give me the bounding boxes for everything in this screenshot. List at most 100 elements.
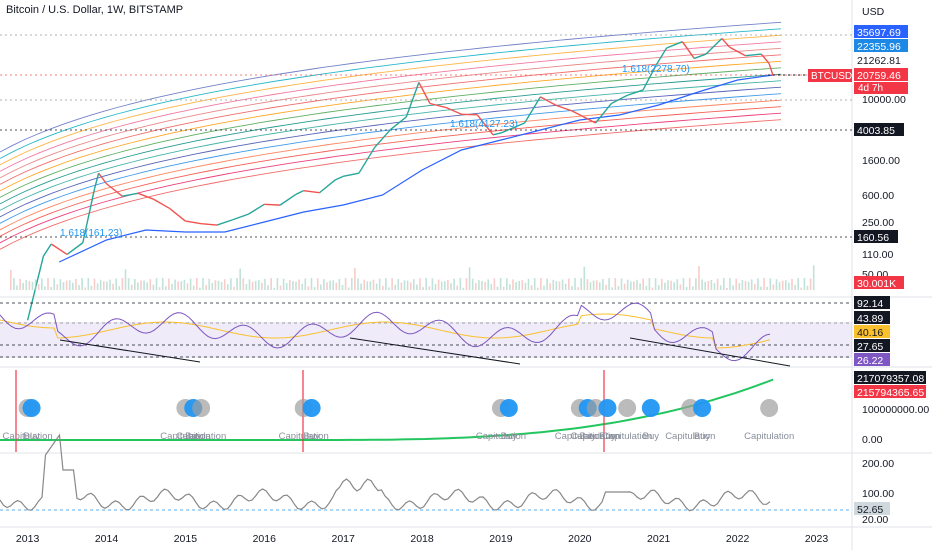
capitulation-label: Capitulation: [602, 431, 652, 442]
buy-marker: [641, 399, 660, 417]
symbol-badge-bg: [808, 69, 852, 82]
volume-bar: [661, 278, 663, 290]
volume-bar: [620, 278, 623, 290]
volume-bar: [710, 280, 713, 290]
price-candle: [66, 242, 84, 255]
rsi-level-badge-bg: [854, 339, 890, 352]
volume-bar: [391, 278, 393, 290]
volume-bar: [772, 284, 775, 290]
price-candle: [500, 122, 525, 134]
volume-bar: [471, 278, 474, 290]
volume-bar: [236, 278, 238, 290]
volume-bar: [809, 278, 812, 290]
volume-bar: [273, 287, 276, 290]
volume-bar: [316, 278, 319, 290]
volume-bar: [682, 278, 685, 290]
volume-bar: [137, 282, 139, 290]
price-candle: [153, 198, 170, 210]
volume-bar: [633, 281, 635, 290]
volume-bar: [549, 283, 551, 290]
currency-label: USD: [862, 6, 885, 18]
volume-bar: [512, 279, 514, 290]
volume-bar: [403, 280, 406, 290]
volume-bar: [19, 278, 21, 290]
volume-bar: [698, 266, 700, 290]
volume-bar: [602, 279, 604, 290]
hash-tick-label: 0.00: [862, 434, 883, 446]
rainbow-band-line: [0, 112, 782, 244]
rsi-trendline: [59, 339, 201, 363]
volume-bar: [375, 283, 378, 290]
volume-bar: [202, 278, 204, 290]
volume-bar: [484, 281, 486, 290]
price-level-badge-bg: [854, 230, 898, 243]
volume-bar: [456, 285, 458, 290]
price-level-badge: 4003.85: [857, 125, 895, 137]
volume-bar: [766, 286, 768, 290]
volume-bar: [791, 278, 793, 290]
volume-bar: [670, 280, 672, 290]
price-candle: [655, 47, 668, 66]
volume-bar: [344, 278, 347, 290]
volume-bar: [688, 278, 691, 290]
volume-bar: [109, 279, 111, 290]
volume-bar: [667, 280, 669, 290]
volume-bar: [158, 287, 161, 290]
price-candle: [343, 172, 360, 178]
price-level-badge: 21262.81: [857, 55, 901, 67]
volume-bar: [440, 281, 443, 290]
rsi-level-badge-bg: [854, 325, 890, 338]
volume-bar: [106, 281, 108, 290]
volume-bar: [149, 279, 152, 290]
buy-label: Buy: [643, 431, 660, 442]
volume-bar: [99, 279, 102, 290]
volume-bar: [127, 278, 130, 290]
volume-bar: [657, 285, 660, 290]
osc-tick-label: 100.00: [862, 488, 894, 500]
price-tick-label: 1600.00: [862, 155, 900, 167]
volume-bar: [416, 284, 418, 290]
volume-bar: [134, 279, 136, 290]
volume-bar: [561, 279, 564, 290]
volume-bar: [530, 285, 533, 290]
price-candle: [106, 183, 123, 197]
volume-bar: [626, 279, 629, 290]
volume-bar: [313, 287, 316, 290]
volume-bar: [140, 280, 142, 290]
volume-bar: [763, 278, 765, 290]
rsi-level-badge: 26.22: [857, 355, 883, 367]
price-candle: [492, 132, 502, 136]
moving-average-line: [58, 74, 774, 263]
volume-bar: [254, 280, 257, 290]
volume-bar: [754, 284, 756, 290]
x-tick-label: 2015: [174, 533, 198, 545]
volume-bar: [146, 282, 148, 290]
volume-bar: [685, 286, 688, 290]
price-level-badge: 22355.96: [857, 41, 901, 53]
rainbow-band-line: [0, 67, 782, 198]
volume-bar: [279, 285, 282, 290]
price-candle: [216, 219, 233, 226]
volume-bar: [41, 278, 43, 290]
volume-bar: [527, 278, 530, 290]
capitulation-label: Capitulation: [3, 431, 53, 442]
volume-bar: [16, 285, 18, 290]
volume-bar: [298, 279, 300, 290]
volume-bar: [118, 286, 121, 290]
rainbow-band-line: [0, 73, 782, 205]
rainbow-band-line: [0, 86, 782, 218]
volume-bar: [270, 278, 272, 290]
volume-bar: [388, 287, 390, 290]
volume-bar: [171, 283, 173, 290]
volume-bar: [614, 278, 617, 290]
rsi-level-badge: 40.16: [857, 327, 883, 339]
volume-bar: [211, 282, 214, 290]
price-candle: [626, 89, 644, 97]
volume-bar: [555, 281, 558, 290]
time-left-bg: [854, 82, 908, 94]
volume-bar: [568, 278, 570, 290]
volume-bar: [96, 283, 99, 290]
volume-bar: [493, 278, 496, 290]
volume-bar: [276, 278, 279, 290]
volume-bar: [797, 278, 799, 290]
